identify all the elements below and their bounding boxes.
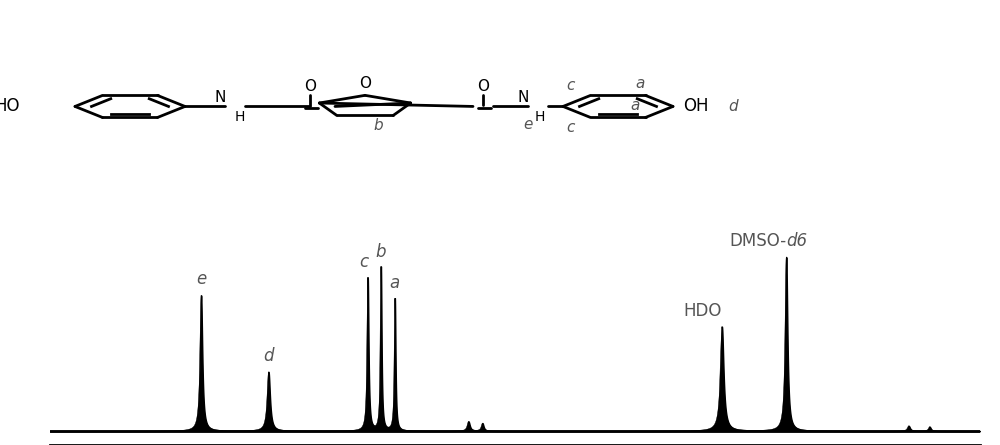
Text: H: H xyxy=(535,110,545,124)
Text: a: a xyxy=(390,274,400,292)
Text: a: a xyxy=(631,98,640,113)
Text: N: N xyxy=(214,90,226,105)
Text: O: O xyxy=(477,79,489,94)
Text: H: H xyxy=(235,110,245,124)
Text: d: d xyxy=(728,99,738,114)
Text: c: c xyxy=(566,120,575,135)
Text: b: b xyxy=(376,243,386,261)
Text: OH: OH xyxy=(683,97,708,115)
Text: HO: HO xyxy=(0,97,20,115)
Text: d6: d6 xyxy=(786,232,807,250)
Text: b: b xyxy=(373,118,383,133)
Text: c: c xyxy=(566,78,575,93)
Text: c: c xyxy=(359,253,368,271)
Text: N: N xyxy=(517,90,529,105)
Text: d: d xyxy=(263,347,274,365)
Text: O: O xyxy=(304,79,316,94)
Text: O: O xyxy=(359,76,371,91)
Text: e: e xyxy=(523,117,533,132)
Text: e: e xyxy=(196,271,206,288)
Text: HDO: HDO xyxy=(683,302,722,320)
Text: a: a xyxy=(636,76,645,91)
Text: DMSO-: DMSO- xyxy=(729,232,786,250)
